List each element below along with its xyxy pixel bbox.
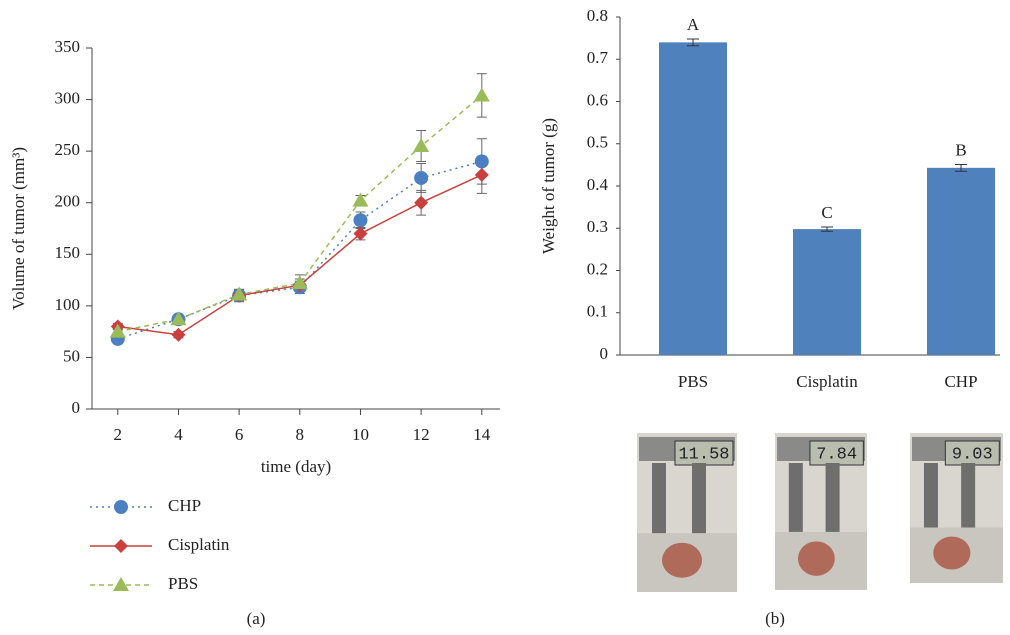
x-tick-label: CHP (944, 372, 977, 391)
y-tick-label: 0.1 (587, 302, 608, 321)
bar (927, 167, 995, 355)
x-tick-label: 6 (235, 425, 244, 444)
legend-label: Cisplatin (168, 535, 230, 554)
data-point (473, 87, 490, 102)
data-point (171, 327, 186, 342)
caliper-jaw (825, 463, 840, 534)
y-tick-label: 350 (55, 37, 81, 56)
y-tick-label: 150 (55, 243, 81, 262)
panel-label: (b) (765, 609, 785, 628)
data-point (231, 286, 248, 301)
x-tick-label: Cisplatin (796, 372, 858, 391)
caliper-jaw (692, 463, 706, 535)
y-tick-label: 0.6 (587, 90, 608, 109)
legend-label: PBS (168, 574, 198, 593)
y-tick-label: 50 (63, 346, 80, 365)
caliper-jaw (652, 463, 666, 535)
y-tick-label: 250 (55, 140, 81, 159)
data-point (474, 167, 489, 182)
y-axis-label: Volume of tumor (mm³) (9, 147, 28, 310)
data-point (352, 192, 369, 207)
y-tick-label: 0 (72, 398, 81, 417)
y-axis-label: Weight of tumor (g) (539, 118, 558, 254)
photo: 11.58 (637, 433, 737, 592)
caliper-jaw (788, 463, 803, 534)
x-tick-label: 12 (413, 425, 430, 444)
error-bar (687, 38, 699, 47)
legend-marker (114, 500, 128, 514)
legend-marker (113, 577, 129, 591)
y-tick-label: 0.4 (587, 175, 609, 194)
data-point (414, 170, 429, 185)
y-tick-label: 100 (55, 295, 81, 314)
photo: 9.03 (910, 433, 1003, 583)
data-point (170, 311, 187, 326)
error-bar (821, 226, 833, 232)
x-tick-label: 4 (174, 425, 183, 444)
caliper-jaw (923, 463, 938, 531)
data-point (413, 137, 430, 152)
y-tick-label: 0.8 (587, 6, 608, 25)
x-tick-label: 2 (114, 425, 123, 444)
series-line (117, 174, 483, 336)
annotation: A (687, 15, 700, 34)
bar (793, 229, 861, 355)
caliper-jaw (961, 463, 976, 531)
legend-marker (114, 539, 128, 553)
caliper-reading: 7.84 (816, 445, 857, 464)
data-point (414, 195, 429, 210)
series-line (117, 160, 482, 340)
caliper-reading: 11.58 (678, 445, 729, 464)
data-point (474, 154, 489, 169)
tumor (933, 536, 971, 570)
x-tick-label: 10 (352, 425, 369, 444)
y-tick-label: 0.2 (587, 259, 608, 278)
y-tick-label: 200 (55, 192, 81, 211)
caliper-reading: 9.03 (952, 445, 993, 464)
caliper-display (809, 440, 864, 466)
tumor (798, 541, 835, 576)
y-tick-label: 300 (55, 88, 81, 107)
annotation: C (821, 203, 832, 222)
x-axis-label: time (day) (261, 457, 331, 476)
photo: 7.84 (775, 433, 867, 590)
data-point (353, 226, 368, 241)
tumor (662, 542, 702, 578)
caliper-display (944, 440, 1000, 466)
y-tick-label: 0 (600, 344, 609, 363)
data-point (353, 213, 368, 228)
y-tick-label: 0.7 (587, 48, 609, 67)
x-tick-label: 8 (296, 425, 305, 444)
data-point (291, 275, 308, 290)
annotation: B (955, 140, 966, 159)
data-point (109, 323, 126, 338)
panel-label: (a) (247, 609, 266, 628)
legend-label: CHP (168, 496, 201, 515)
y-tick-label: 0.3 (587, 217, 608, 236)
error-bar (955, 163, 967, 172)
series-line (117, 94, 483, 333)
x-tick-label: 14 (473, 425, 491, 444)
x-tick-label: PBS (678, 372, 708, 391)
bar (659, 42, 727, 355)
y-tick-label: 0.5 (587, 133, 608, 152)
